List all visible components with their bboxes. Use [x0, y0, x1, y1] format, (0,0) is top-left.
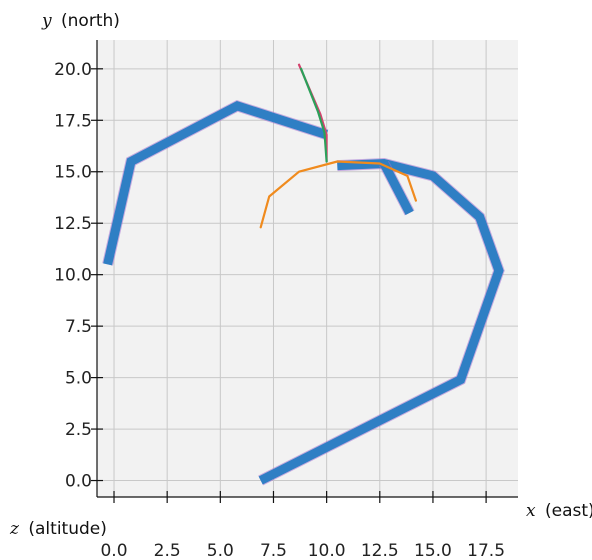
x-tick-label: 12.5 [361, 541, 399, 560]
y-tick-label: 0.0 [65, 472, 92, 492]
x-tick-label: 5.0 [207, 541, 234, 560]
trajectory-line-5 [259, 160, 417, 229]
x-tick-label: 17.5 [467, 541, 505, 560]
trajectory-line-2 [380, 161, 414, 215]
y-tick-label: 15.0 [54, 163, 92, 183]
plot-area [97, 40, 518, 497]
grid [97, 40, 518, 497]
y-tick-label: 20.0 [54, 60, 92, 80]
x-axis-label: x (east) [526, 501, 592, 521]
y-tick-label: 7.5 [65, 317, 92, 337]
z-axis-label: z (altitude) [9, 519, 107, 539]
y-tick-label: 2.5 [65, 420, 92, 440]
y-tick-label: 12.5 [54, 214, 92, 234]
trajectory-line-4 [300, 67, 328, 163]
y-axis-label: y (north) [41, 11, 120, 31]
ticks [91, 68, 487, 503]
y-tick-label: 10.0 [54, 266, 92, 286]
y-tick-label: 17.5 [54, 111, 92, 131]
x-tick-label: 7.5 [260, 541, 287, 560]
y-tick-label: 5.0 [65, 369, 92, 389]
x-tick-label: 0.0 [100, 541, 127, 560]
x-tick-label: 10.0 [308, 541, 346, 560]
tick-labels: 0.0 2.5 5.0 7.5 10.0 12.5 15.0 17.5 0.0 2.5 5.0 7.5… [54, 60, 505, 560]
x-tick-label: 15.0 [414, 541, 452, 560]
series-group [102, 63, 505, 486]
x-tick-label: 2.5 [154, 541, 181, 560]
trajectory-line-0 [103, 101, 328, 266]
